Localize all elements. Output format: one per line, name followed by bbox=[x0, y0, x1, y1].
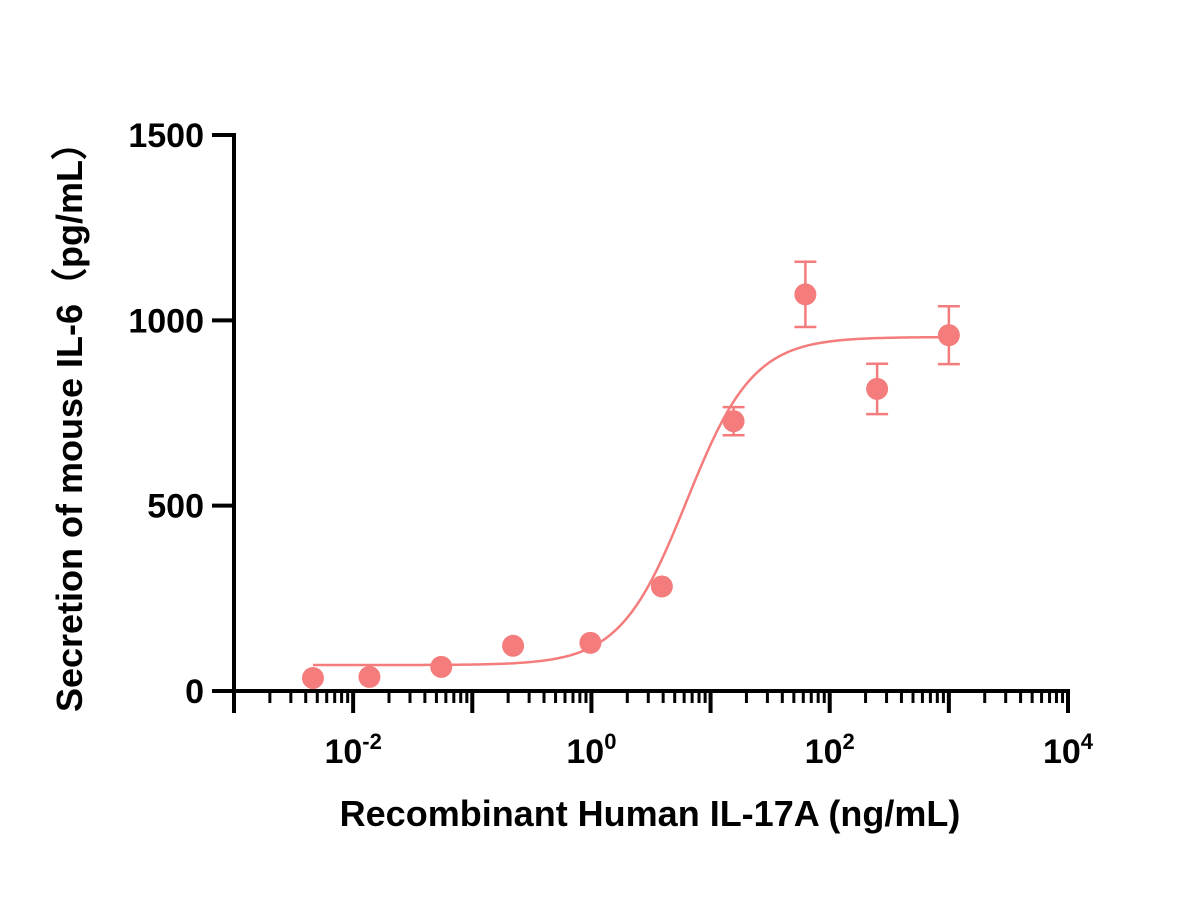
x-ticks: 10-2 100 102 104 bbox=[232, 691, 1094, 771]
x-axis-title: Recombinant Human IL-17A (ng/mL) bbox=[340, 793, 961, 834]
data-point bbox=[937, 324, 960, 347]
y-tick-label: 500 bbox=[147, 488, 204, 526]
y-tick-label: 1000 bbox=[128, 302, 204, 340]
y-axis-title: Secretion of mouse IL-6（pg/mL） bbox=[49, 124, 90, 712]
data-point bbox=[358, 665, 381, 688]
points-layer bbox=[301, 260, 960, 690]
data-point bbox=[502, 634, 525, 657]
fit-curve bbox=[312, 335, 949, 667]
data-point bbox=[650, 575, 673, 598]
fit-layer bbox=[312, 335, 949, 667]
x-tick-label: 100 bbox=[566, 729, 616, 771]
y-ticks: 0 500 1000 1500 bbox=[128, 117, 234, 711]
data-point bbox=[579, 631, 602, 654]
axes: 0 500 1000 1500 10-2 100 102 104 bbox=[128, 117, 1093, 771]
data-point bbox=[301, 667, 324, 690]
y-tick-label: 0 bbox=[185, 673, 204, 711]
y-tick-label: 1500 bbox=[128, 117, 204, 155]
x-tick-label: 102 bbox=[805, 729, 855, 771]
x-tick-label: 104 bbox=[1043, 729, 1094, 771]
data-point bbox=[794, 283, 817, 306]
data-point bbox=[430, 655, 453, 678]
data-point bbox=[722, 410, 745, 433]
x-tick-label: 10-2 bbox=[324, 729, 381, 771]
data-point bbox=[866, 377, 889, 400]
